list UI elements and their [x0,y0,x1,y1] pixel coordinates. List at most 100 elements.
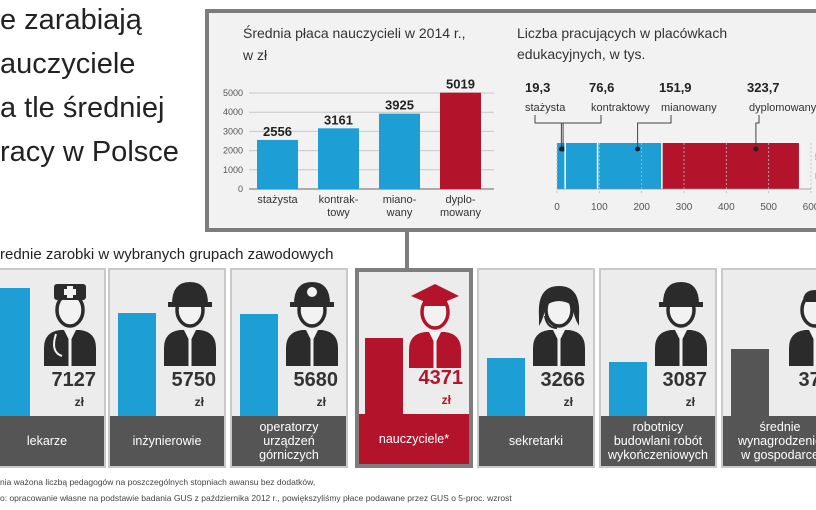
profession-value: 7127 [51,369,97,391]
profession-card: 3783złśredniewynagrodzeniew gospodarce [721,268,816,468]
profession-card: 3087 zł robotnicy budowlani robót wykończeni… [599,268,717,468]
footnote-2: o: opracowanie własne na podstawie badan… [0,493,512,503]
figure-tie-line [310,338,314,366]
profession-card: 3266 zł sekretarki [477,268,595,468]
leader-dot [753,146,759,152]
salary-bar [318,128,359,189]
salary-bar [257,139,298,189]
staff-name-label: dyplomowany [749,102,816,114]
headline-line: auczyciele [0,48,136,80]
staff-segment [565,143,598,189]
leader-line [637,115,672,149]
x-tick-label: 600 [803,202,816,213]
figure-collar [675,330,687,342]
profession-label-line: nauczyciele* [378,432,450,446]
profession-label-line: robotnicy [632,420,684,434]
figure-collar [553,330,565,342]
salary-chart-title: Średnia płaca nauczycieli w 2014 r., [243,25,466,41]
stethoscope [53,333,63,357]
profession-value: 4371 [418,367,464,389]
helmet-brim [659,302,703,307]
profession-label: sekretarki [479,416,593,466]
profession-unit: zł [685,395,695,409]
profession-bar [240,314,278,418]
average-worker-icon [789,290,816,366]
helmet-brim [168,302,212,307]
leader-dot [635,146,641,152]
construction-worker-icon [655,282,707,366]
profession-value: 5680 [293,369,339,391]
profession-bar [365,338,403,418]
staff-chart-subtitle: edukacyjnych, w tys. [517,46,646,62]
profession-label-line: górniczych [259,448,319,462]
profession-unit: zł [563,395,573,409]
profession-unit: zł [316,395,326,409]
teacher-icon [409,284,461,368]
profession-label: inżynierowie [110,416,224,466]
y-tick-label: 1000 [223,165,243,175]
staff-value-label: 151,9 [659,80,692,95]
y-tick-label: 5000 [223,88,243,98]
profession-label-line: średnie [759,420,801,434]
salary-value-label: 5019 [446,77,475,92]
figure-tie-line [68,338,72,366]
figure-tie-line [679,338,683,366]
x-tick-label: 200 [633,202,650,213]
hair [538,286,580,326]
y-tick-label: 4000 [223,107,243,117]
doctor-icon [44,284,96,366]
figure-collar [184,330,196,342]
profession-card: 5680 zł operatorzy urządzeń górniczych [230,268,348,468]
figure-collar [64,330,76,342]
figure-tie-line [433,340,437,368]
salary-value-label: 3925 [385,98,414,113]
figure-body [789,330,816,366]
engineer-icon [164,282,216,366]
profession-label-line: w gospodarce [741,448,816,462]
salary-category-label: wany [386,207,413,219]
figure-collar [429,332,441,344]
profession-label: robotnicy budowlani robót wykończeniowych [601,416,715,466]
connector-line [405,232,409,268]
profession-label-line: inżynierowie [132,434,202,448]
salary-value-label: 2556 [263,124,292,139]
profession-label-line: budowlani robót [613,434,703,448]
x-tick-label: 400 [718,202,735,213]
salary-category-label: mowany [440,207,481,219]
headline-line: a tle średniej [0,92,165,124]
leader-line [534,115,564,149]
staff-name-label: kontraktowy [591,102,650,114]
salary-category-label: miano- [383,194,417,206]
profession-bar [118,313,156,418]
y-tick-label: 0 [238,184,243,194]
profession-label: nauczyciele* [359,414,469,464]
top-panel: Średnia płaca nauczycieli w 2014 r., w z… [205,9,816,232]
headset-mic [544,315,558,329]
salary-value-label: 3161 [324,112,353,127]
salary-bar [440,92,481,189]
helmet-brim [290,302,334,307]
profession-unit: zł [441,393,451,407]
profession-bar [731,349,769,418]
y-tick-label: 3000 [223,126,243,136]
x-tick-label: 300 [676,202,693,213]
staff-segment [557,143,566,189]
profession-bar [0,288,30,418]
salary-chart-subtitle: w zł [243,47,268,63]
figure-tie-line [813,338,816,366]
staff-value-label: 323,7 [747,80,780,95]
staff-name-label: mianowany [661,102,717,114]
cross-h [64,289,76,295]
profession-label-line: urządzeń [263,434,315,448]
profession-label: średnie wynagrodzenie w gospodarce [723,416,816,466]
salary-category-label: stażysta [257,194,298,206]
x-tick-label: 0 [554,202,560,213]
profession-card: 4371 zł nauczyciele* [355,268,473,468]
section-title: rednie zarobki w wybranych grupach zawod… [0,246,334,263]
profession-label: lekarze [0,416,104,466]
staff-value-label: 19,3 [525,80,550,95]
profession-card: 7127 zł lekarze [0,268,106,468]
profession-value: 3087 [662,369,708,391]
profession-label: operatorzy urządzeń górniczych [232,416,346,466]
staff-chart-title: Liczba pracujących w placówkach [517,25,728,41]
